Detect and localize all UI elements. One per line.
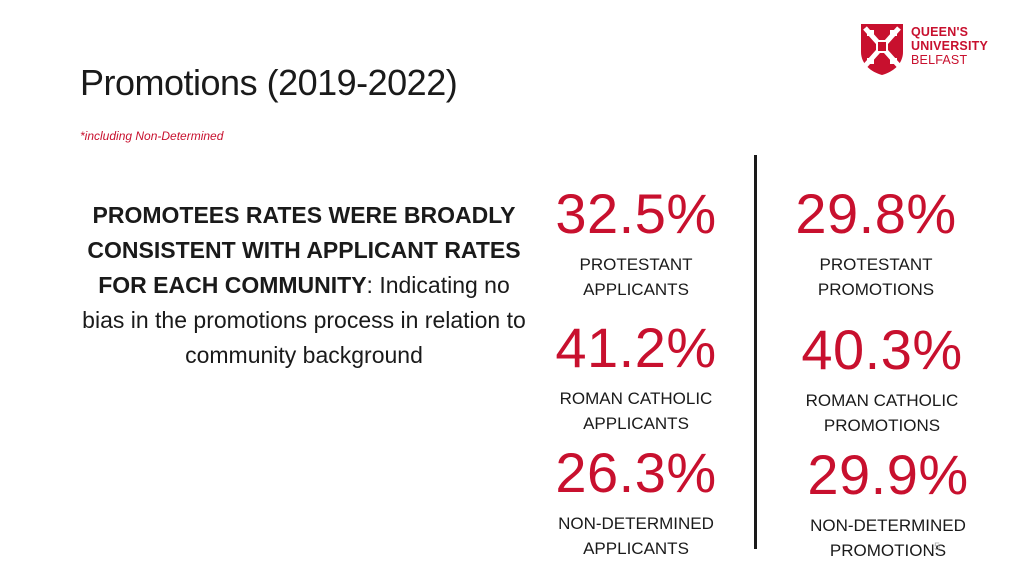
stat-label-line2: PROMOTIONS [829, 541, 947, 560]
column-divider [754, 155, 757, 549]
stat-non-determined-applicants: 26.3% NON-DETERMINED APPLICANTS [526, 441, 746, 561]
stat-non-determined-promotions: 29.9% NON-DETERMINED PROMOTIONS [778, 443, 998, 563]
page-number: 5 [934, 541, 941, 553]
logo-line-1: QUEEN'S [911, 25, 969, 39]
stat-value: 41.2% [555, 316, 717, 379]
stat-label-line2: PROMOTIONS [823, 416, 941, 435]
stat-value: 29.9% [807, 443, 969, 506]
summary-colon: : [366, 272, 373, 298]
logo-line-3: BELFAST [911, 53, 968, 67]
stat-value: 26.3% [555, 441, 717, 504]
university-crest-icon [861, 24, 903, 75]
footnote: *including Non-Determined [80, 129, 224, 143]
stat-label-line2: PROMOTIONS [817, 280, 935, 299]
slide-title: Promotions (2019-2022) [80, 62, 458, 103]
stat-value: 40.3% [801, 318, 963, 381]
stat-label-line2: APPLICANTS [583, 539, 689, 558]
logo-wordmark: QUEEN'S UNIVERSITY BELFAST [911, 25, 988, 67]
summary-bold: PROMOTEES RATES WERE BROADLY CONSISTENT … [87, 202, 521, 298]
stat-label-line2: APPLICANTS [583, 414, 689, 433]
stat-value: 32.5% [555, 182, 717, 245]
summary-body: Indicating no bias in the promotions pro… [82, 272, 526, 368]
stat-label-line1: NON-DETERMINED [810, 516, 966, 535]
stat-label-line1: PROTESTANT [579, 255, 693, 274]
stat-roman-catholic-promotions: 40.3% ROMAN CATHOLIC PROMOTIONS [772, 318, 992, 438]
stat-label-line1: PROTESTANT [819, 255, 933, 274]
stat-roman-catholic-applicants: 41.2% ROMAN CATHOLIC APPLICANTS [526, 316, 746, 436]
stat-label-line1: NON-DETERMINED [558, 514, 714, 533]
stat-label-line1: ROMAN CATHOLIC [805, 391, 959, 410]
stat-label-line2: APPLICANTS [583, 280, 689, 299]
university-logo: QUEEN'S UNIVERSITY BELFAST [859, 22, 999, 80]
logo-line-2: UNIVERSITY [911, 39, 989, 53]
stat-value: 29.8% [795, 182, 957, 245]
stat-protestant-promotions: 29.8% PROTESTANT PROMOTIONS [766, 182, 986, 302]
summary-text: PROMOTEES RATES WERE BROADLY CONSISTENT … [78, 198, 530, 373]
stat-label-line1: ROMAN CATHOLIC [559, 389, 713, 408]
stat-protestant-applicants: 32.5% PROTESTANT APPLICANTS [526, 182, 746, 302]
